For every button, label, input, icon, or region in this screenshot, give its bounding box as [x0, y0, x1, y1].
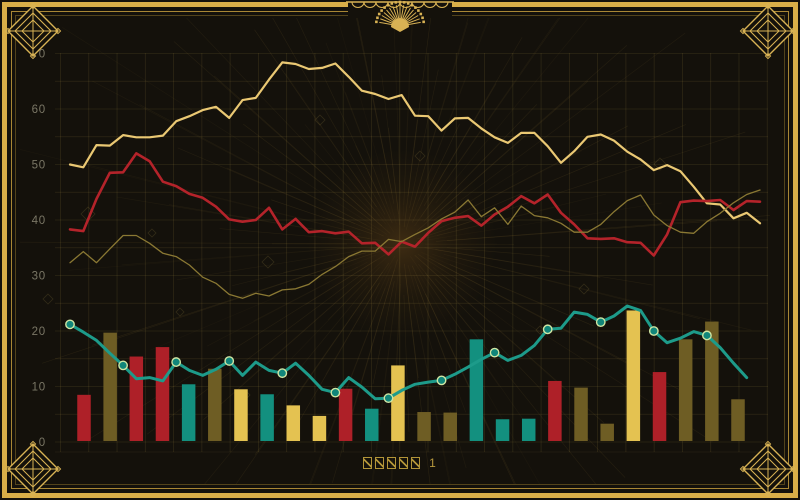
- bar: [678, 339, 693, 441]
- bar: [391, 365, 405, 441]
- line-series-group: [68, 61, 762, 401]
- bar: [155, 347, 170, 441]
- bar: [626, 310, 641, 441]
- teal-marker: [595, 317, 606, 328]
- ray-decor: [20, 149, 362, 235]
- teal-marker: [648, 326, 659, 336]
- teal-marker: [542, 324, 553, 335]
- bar: [103, 332, 117, 441]
- footer-label: 1: [429, 456, 437, 470]
- y-axis-label: 60: [32, 104, 46, 116]
- y-axis-labels: 70 60 50 40 30 20 10 0: [32, 49, 46, 450]
- footer-caption: 1: [0, 456, 800, 470]
- bar: [521, 418, 536, 441]
- line-series-teal-line: [68, 304, 749, 401]
- y-axis-label: 50: [32, 160, 46, 172]
- bar: [652, 372, 667, 441]
- ray-decor: [357, 18, 393, 194]
- ray-decor: [356, 18, 395, 204]
- y-axis-label: 30: [32, 271, 46, 283]
- teal-marker: [277, 368, 288, 379]
- teal-marker: [489, 347, 500, 358]
- line-series-gold-line: [68, 61, 762, 225]
- teal-marker: [330, 387, 341, 398]
- missing-glyph-box: [375, 457, 385, 469]
- diamond-decor: [42, 293, 54, 305]
- footer-glyphs: [363, 457, 421, 469]
- y-axis-label: 10: [32, 382, 46, 394]
- missing-glyph-box: [387, 457, 397, 469]
- y-axis-label: 40: [32, 215, 46, 227]
- teal-marker: [171, 357, 182, 367]
- bar: [574, 387, 588, 441]
- bar: [365, 408, 379, 441]
- bar: [181, 384, 196, 441]
- teal-marker: [702, 330, 712, 341]
- bar: [731, 399, 745, 441]
- ray-decor: [454, 256, 700, 319]
- bar: [705, 321, 719, 441]
- ray-decor: [42, 258, 357, 364]
- bar: [469, 339, 484, 441]
- missing-glyph-box: [411, 457, 421, 469]
- bar: [208, 368, 222, 441]
- diamond-decor: [314, 114, 326, 126]
- bar: [312, 415, 327, 441]
- bar: [129, 356, 144, 441]
- center-glow-decor: [307, 149, 497, 339]
- diamond-decor: [147, 228, 157, 238]
- ray-decor: [443, 254, 752, 331]
- ray-decor: [435, 18, 589, 204]
- bar: [443, 412, 457, 441]
- teal-marker: [65, 319, 75, 330]
- diamond-decor: [653, 157, 667, 171]
- bar: [495, 419, 510, 441]
- line-series-red-line: [68, 152, 762, 257]
- teal-marker: [383, 393, 394, 404]
- gridlines: [55, 53, 768, 453]
- bar: [234, 389, 248, 441]
- teal-marker: [224, 356, 235, 366]
- bar: [260, 394, 274, 441]
- ray-decor: [425, 293, 516, 484]
- bar: [286, 405, 301, 441]
- bar-series: [77, 310, 745, 441]
- bar: [417, 412, 431, 441]
- y-axis-label: 0: [39, 437, 46, 449]
- diamond-decor: [261, 255, 275, 269]
- ray-decor: [372, 292, 397, 484]
- missing-glyph-box: [399, 457, 409, 469]
- ray-decor: [70, 160, 351, 232]
- y-axis-label: 20: [32, 326, 46, 338]
- missing-glyph-box: [363, 457, 373, 469]
- diamond-decor: [175, 307, 185, 317]
- line-series-olive-line: [69, 189, 761, 299]
- bar: [600, 423, 614, 441]
- bar: [77, 394, 91, 441]
- teal-line-markers: [65, 317, 712, 404]
- diamond-decor: [414, 150, 426, 162]
- teal-marker: [118, 360, 128, 371]
- diamond-decor: [578, 283, 590, 295]
- ray-decor: [186, 18, 370, 211]
- diamond-decor: [535, 325, 545, 335]
- y-axis-label: 70: [32, 49, 46, 61]
- bar: [548, 380, 562, 441]
- bar: [338, 388, 353, 441]
- teal-marker: [436, 375, 447, 386]
